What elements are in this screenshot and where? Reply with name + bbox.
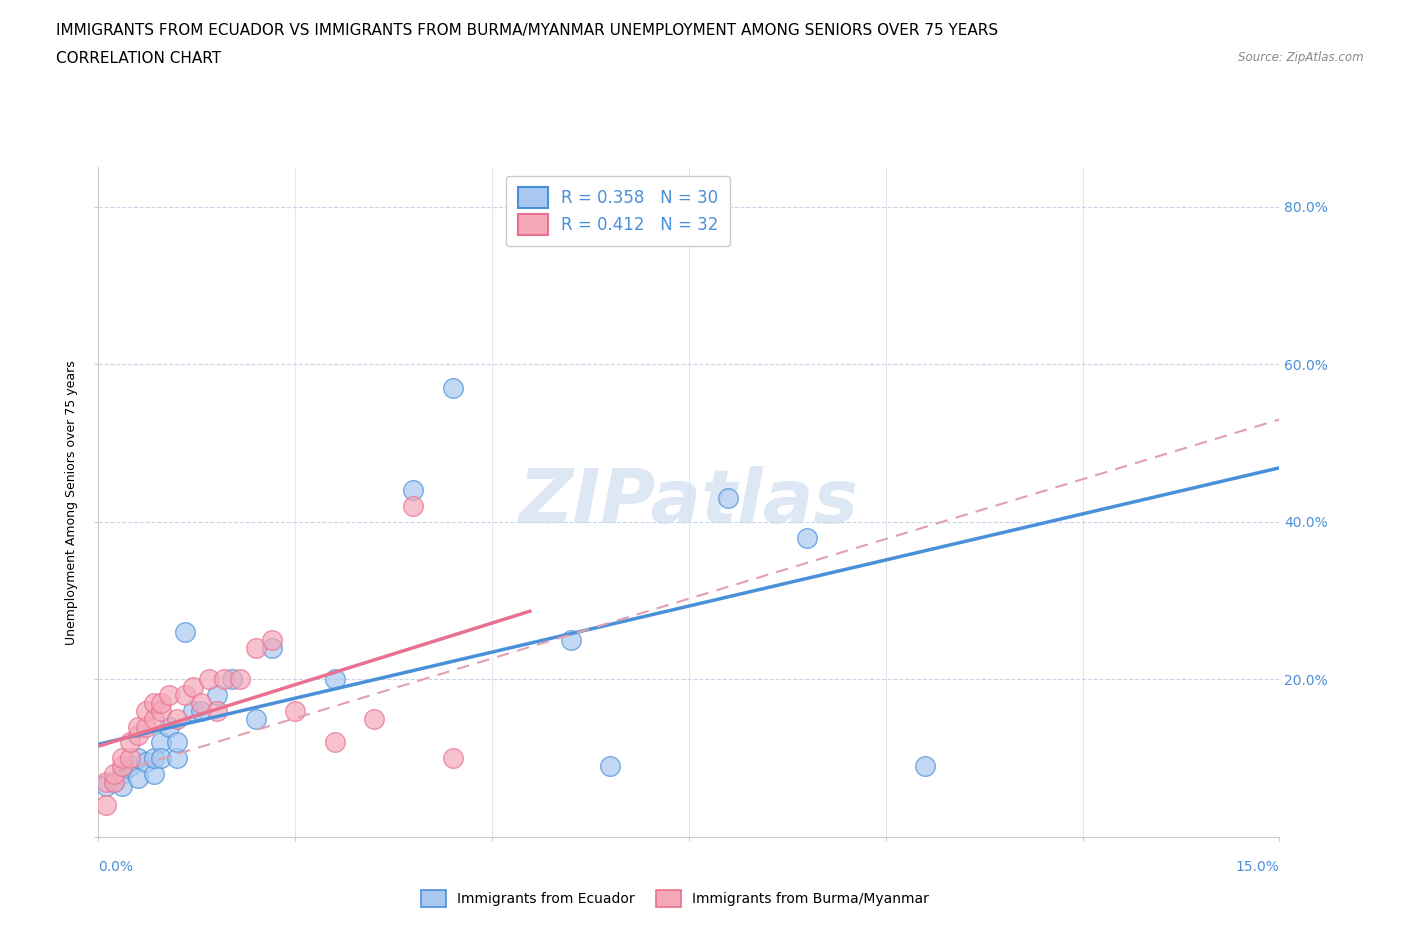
Point — [142, 751, 165, 765]
Point — [599, 759, 621, 774]
Point — [717, 491, 740, 506]
Point — [96, 798, 118, 813]
Point — [205, 688, 228, 703]
Point — [157, 719, 180, 734]
Point — [157, 688, 180, 703]
Point — [245, 711, 267, 726]
Point — [190, 696, 212, 711]
Point — [96, 775, 118, 790]
Legend: R = 0.358   N = 30, R = 0.412   N = 32: R = 0.358 N = 30, R = 0.412 N = 32 — [506, 176, 730, 246]
Text: 0.0%: 0.0% — [98, 860, 134, 874]
Point — [127, 770, 149, 785]
Point — [229, 672, 252, 687]
Point — [111, 751, 134, 765]
Point — [214, 672, 236, 687]
Point — [142, 766, 165, 781]
Point — [914, 759, 936, 774]
Point — [363, 711, 385, 726]
Point — [127, 727, 149, 742]
Point — [166, 751, 188, 765]
Point — [111, 759, 134, 774]
Text: CORRELATION CHART: CORRELATION CHART — [56, 51, 221, 66]
Point — [103, 775, 125, 790]
Point — [323, 672, 346, 687]
Point — [197, 672, 219, 687]
Point — [323, 735, 346, 750]
Point — [111, 778, 134, 793]
Point — [260, 641, 283, 656]
Point — [205, 703, 228, 718]
Point — [221, 672, 243, 687]
Legend: Immigrants from Ecuador, Immigrants from Burma/Myanmar: Immigrants from Ecuador, Immigrants from… — [415, 883, 935, 914]
Point — [245, 641, 267, 656]
Point — [118, 759, 141, 774]
Point — [111, 766, 134, 781]
Point — [150, 751, 173, 765]
Point — [103, 775, 125, 790]
Point — [135, 703, 157, 718]
Text: ZIPatlas: ZIPatlas — [519, 466, 859, 538]
Point — [118, 735, 141, 750]
Point — [166, 711, 188, 726]
Text: Source: ZipAtlas.com: Source: ZipAtlas.com — [1239, 51, 1364, 64]
Point — [174, 625, 197, 640]
Point — [103, 766, 125, 781]
Point — [150, 696, 173, 711]
Point — [181, 703, 204, 718]
Y-axis label: Unemployment Among Seniors over 75 years: Unemployment Among Seniors over 75 years — [65, 360, 79, 644]
Point — [441, 751, 464, 765]
Point — [142, 711, 165, 726]
Point — [441, 380, 464, 395]
Point — [166, 735, 188, 750]
Text: 15.0%: 15.0% — [1236, 860, 1279, 874]
Point — [402, 483, 425, 498]
Point — [127, 719, 149, 734]
Point — [135, 719, 157, 734]
Point — [150, 703, 173, 718]
Point — [118, 751, 141, 765]
Point — [174, 688, 197, 703]
Point — [190, 703, 212, 718]
Point — [96, 778, 118, 793]
Point — [260, 632, 283, 647]
Point — [142, 696, 165, 711]
Point — [181, 680, 204, 695]
Point — [135, 755, 157, 770]
Text: IMMIGRANTS FROM ECUADOR VS IMMIGRANTS FROM BURMA/MYANMAR UNEMPLOYMENT AMONG SENI: IMMIGRANTS FROM ECUADOR VS IMMIGRANTS FR… — [56, 23, 998, 38]
Point — [560, 632, 582, 647]
Point — [127, 751, 149, 765]
Point — [284, 703, 307, 718]
Point — [150, 735, 173, 750]
Point — [402, 498, 425, 513]
Point — [796, 530, 818, 545]
